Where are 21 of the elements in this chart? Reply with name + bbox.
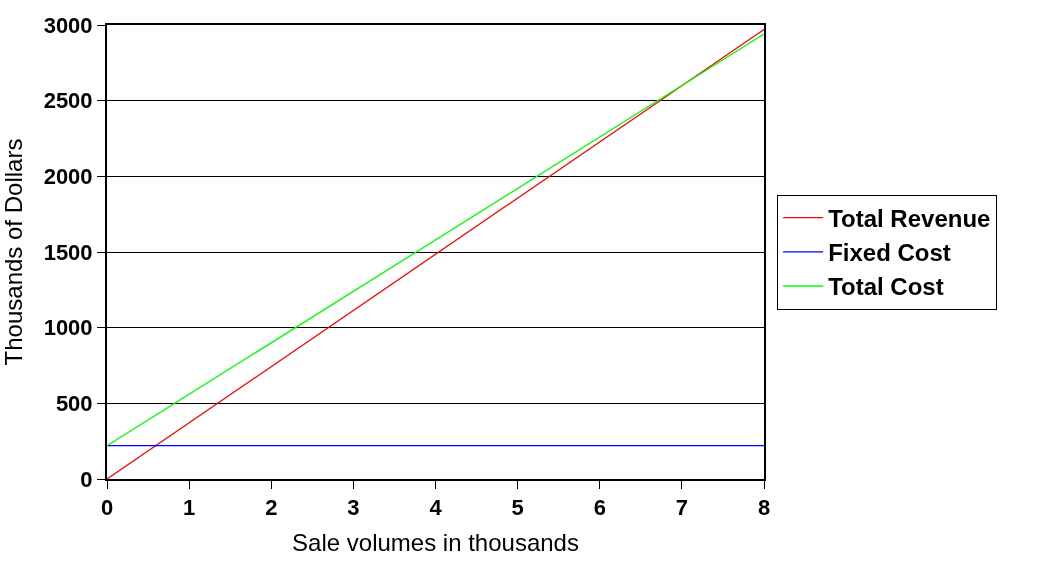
y-tick-label: 0 [80, 466, 93, 492]
x-tick-label: 0 [100, 495, 114, 521]
x-tick-label: 4 [429, 495, 443, 521]
x-tick-label: 8 [757, 495, 771, 521]
x-tick-label: 1 [183, 495, 196, 521]
y-tick-label: 1000 [43, 315, 93, 341]
x-axis-title: Sale volumes in thousands [292, 529, 579, 557]
x-tick-label: 2 [265, 495, 278, 521]
legend-label: Fixed Cost [828, 239, 951, 267]
legend-label: Total Cost [828, 273, 944, 301]
y-tick-label: 3000 [43, 12, 93, 38]
x-tick-label: 5 [511, 495, 524, 521]
y-tick-label: 2000 [43, 164, 93, 190]
y-tick-label: 500 [55, 391, 93, 417]
y-tick-label: 2500 [43, 88, 93, 114]
x-tick-label: 6 [593, 495, 606, 521]
x-tick-label: 3 [347, 495, 360, 521]
legend-label: Total Revenue [828, 204, 991, 232]
y-tick-label: 1500 [43, 239, 93, 265]
x-tick-label: 7 [675, 495, 689, 521]
y-axis-title: Thousands of Dollars [0, 138, 27, 366]
